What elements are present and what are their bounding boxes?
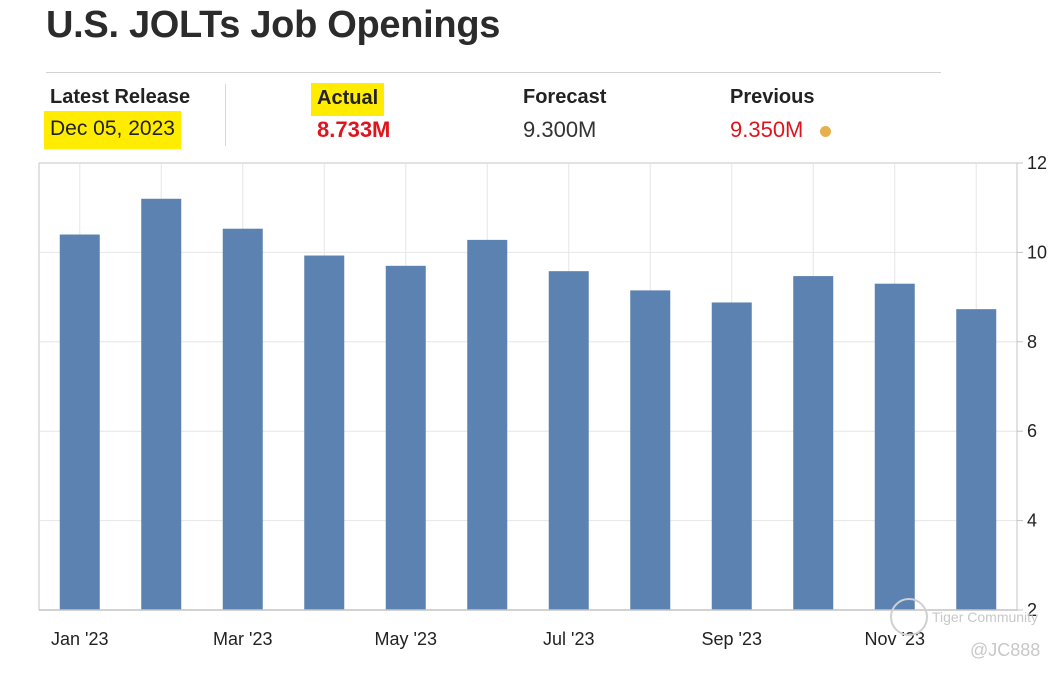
bar-12 [956,309,997,610]
watermark-user: @JC888 [970,640,1041,660]
x-tick-label: Sep '23 [702,629,763,649]
y-tick-label: 10 [1027,242,1047,262]
actual-value: 8.733M [317,117,391,142]
previous-value: 9.350M [730,117,804,142]
bar-1 [59,234,100,610]
previous-label: Previous [730,86,815,108]
x-tick-label: Mar '23 [213,629,272,649]
x-tick-label: May '23 [375,629,437,649]
bar-10 [793,276,834,610]
bar-5 [385,265,426,610]
actual-label: Actual [311,83,385,116]
bar-4 [304,255,345,611]
stats-divider [225,84,226,146]
y-tick-label: 8 [1027,332,1037,352]
bar-9 [711,302,752,610]
previous-indicator-dot [820,126,831,137]
y-tick-label: 4 [1027,511,1037,531]
y-tick-label: 2 [1027,600,1037,620]
y-tick-label: 12 [1027,153,1047,173]
bar-3 [222,228,263,611]
latest-release-value: Dec 05, 2023 [44,111,181,149]
bar-11 [874,283,915,610]
tiger-logo-icon [890,598,928,636]
x-tick-label: Jul '23 [543,629,594,649]
forecast-label: Forecast [523,86,607,108]
bar-6 [467,239,508,610]
latest-release-label: Latest Release [50,86,191,108]
bar-8 [630,290,671,610]
y-tick-label: 6 [1027,421,1037,441]
watermark-brand: Tiger Community [932,609,1039,625]
title-divider [46,72,941,73]
page-title: U.S. JOLTs Job Openings [46,4,501,46]
bar-2 [141,198,182,610]
x-tick-label: Jan '23 [51,629,108,649]
forecast-value: 9.300M [523,117,597,142]
bar-7 [548,271,589,610]
